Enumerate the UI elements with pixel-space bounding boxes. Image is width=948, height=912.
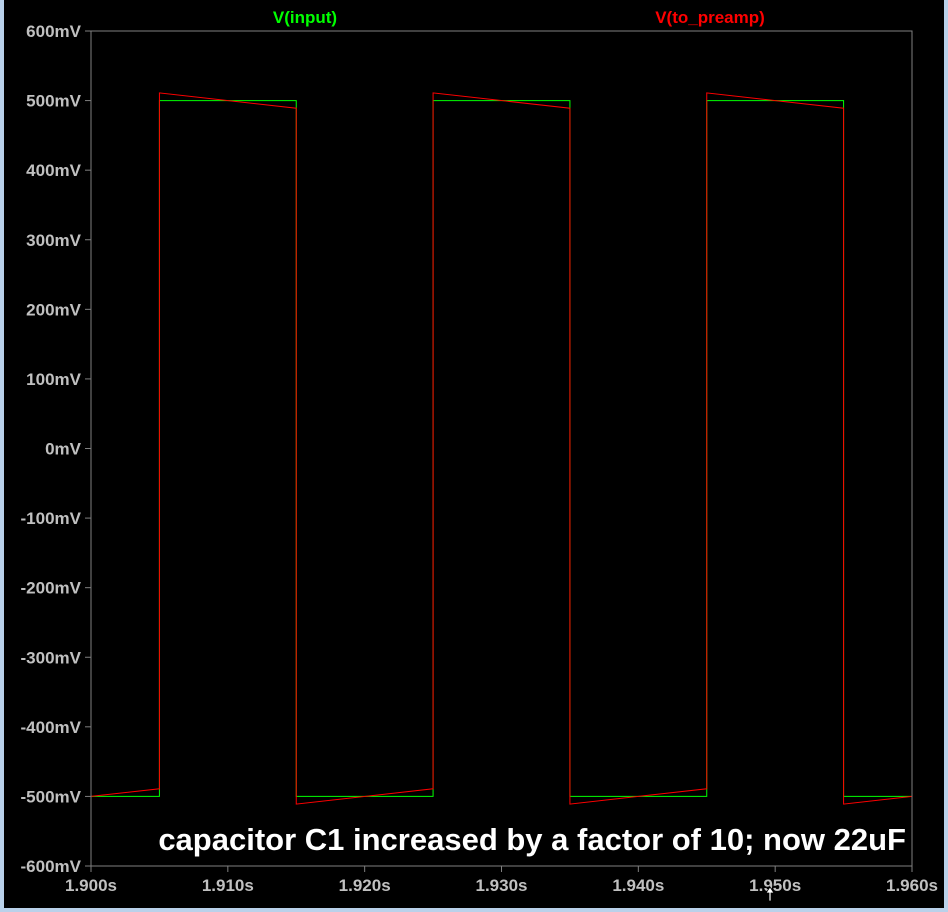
y-tick-label: -200mV [21,579,82,598]
y-tick-label: 500mV [26,92,81,111]
y-tick-label: 0mV [45,440,82,459]
y-axis: 600mV 500mV 400mV 300mV 200mV 100mV 0mV -100mV -… [21,22,91,876]
x-tick-label: 1.940s [612,876,664,895]
y-tick-label: 400mV [26,161,81,180]
y-tick-label: -400mV [21,718,82,737]
x-tick-label: 1.960s [886,876,938,895]
y-tick-label: 200mV [26,300,81,319]
trace-to-preamp [90,92,913,805]
mouse-cursor-icon [765,886,775,902]
plot-area-border [90,30,913,867]
y-tick-label: -500mV [21,787,82,806]
traces [90,92,913,805]
annotation-text: capacitor C1 increased by a factor of 10… [158,822,906,857]
x-tick-label: 1.920s [339,876,391,895]
y-tick-label: 600mV [26,22,81,41]
y-tick-label: -300mV [21,648,82,667]
y-tick-label: -100mV [21,509,82,528]
legend-input[interactable]: V(input) [273,8,337,27]
waveform-plot[interactable]: V(input) V(to_preamp) 600mV 500mV 400mV 300m… [4,0,944,908]
legend-to-preamp[interactable]: V(to_preamp) [655,8,765,27]
x-tick-label: 1.950s [749,876,801,895]
x-tick-label: 1.910s [202,876,254,895]
y-tick-label: 300mV [26,231,81,250]
legend: V(input) V(to_preamp) [273,8,765,27]
trace-input [91,100,912,797]
y-tick-label: -600mV [21,857,82,876]
x-axis: 1.900s 1.910s 1.920s 1.930s 1.940s 1.950s 1.96… [65,866,938,895]
x-tick-label: 1.900s [65,876,117,895]
x-tick-label: 1.930s [476,876,528,895]
y-tick-label: 100mV [26,370,81,389]
